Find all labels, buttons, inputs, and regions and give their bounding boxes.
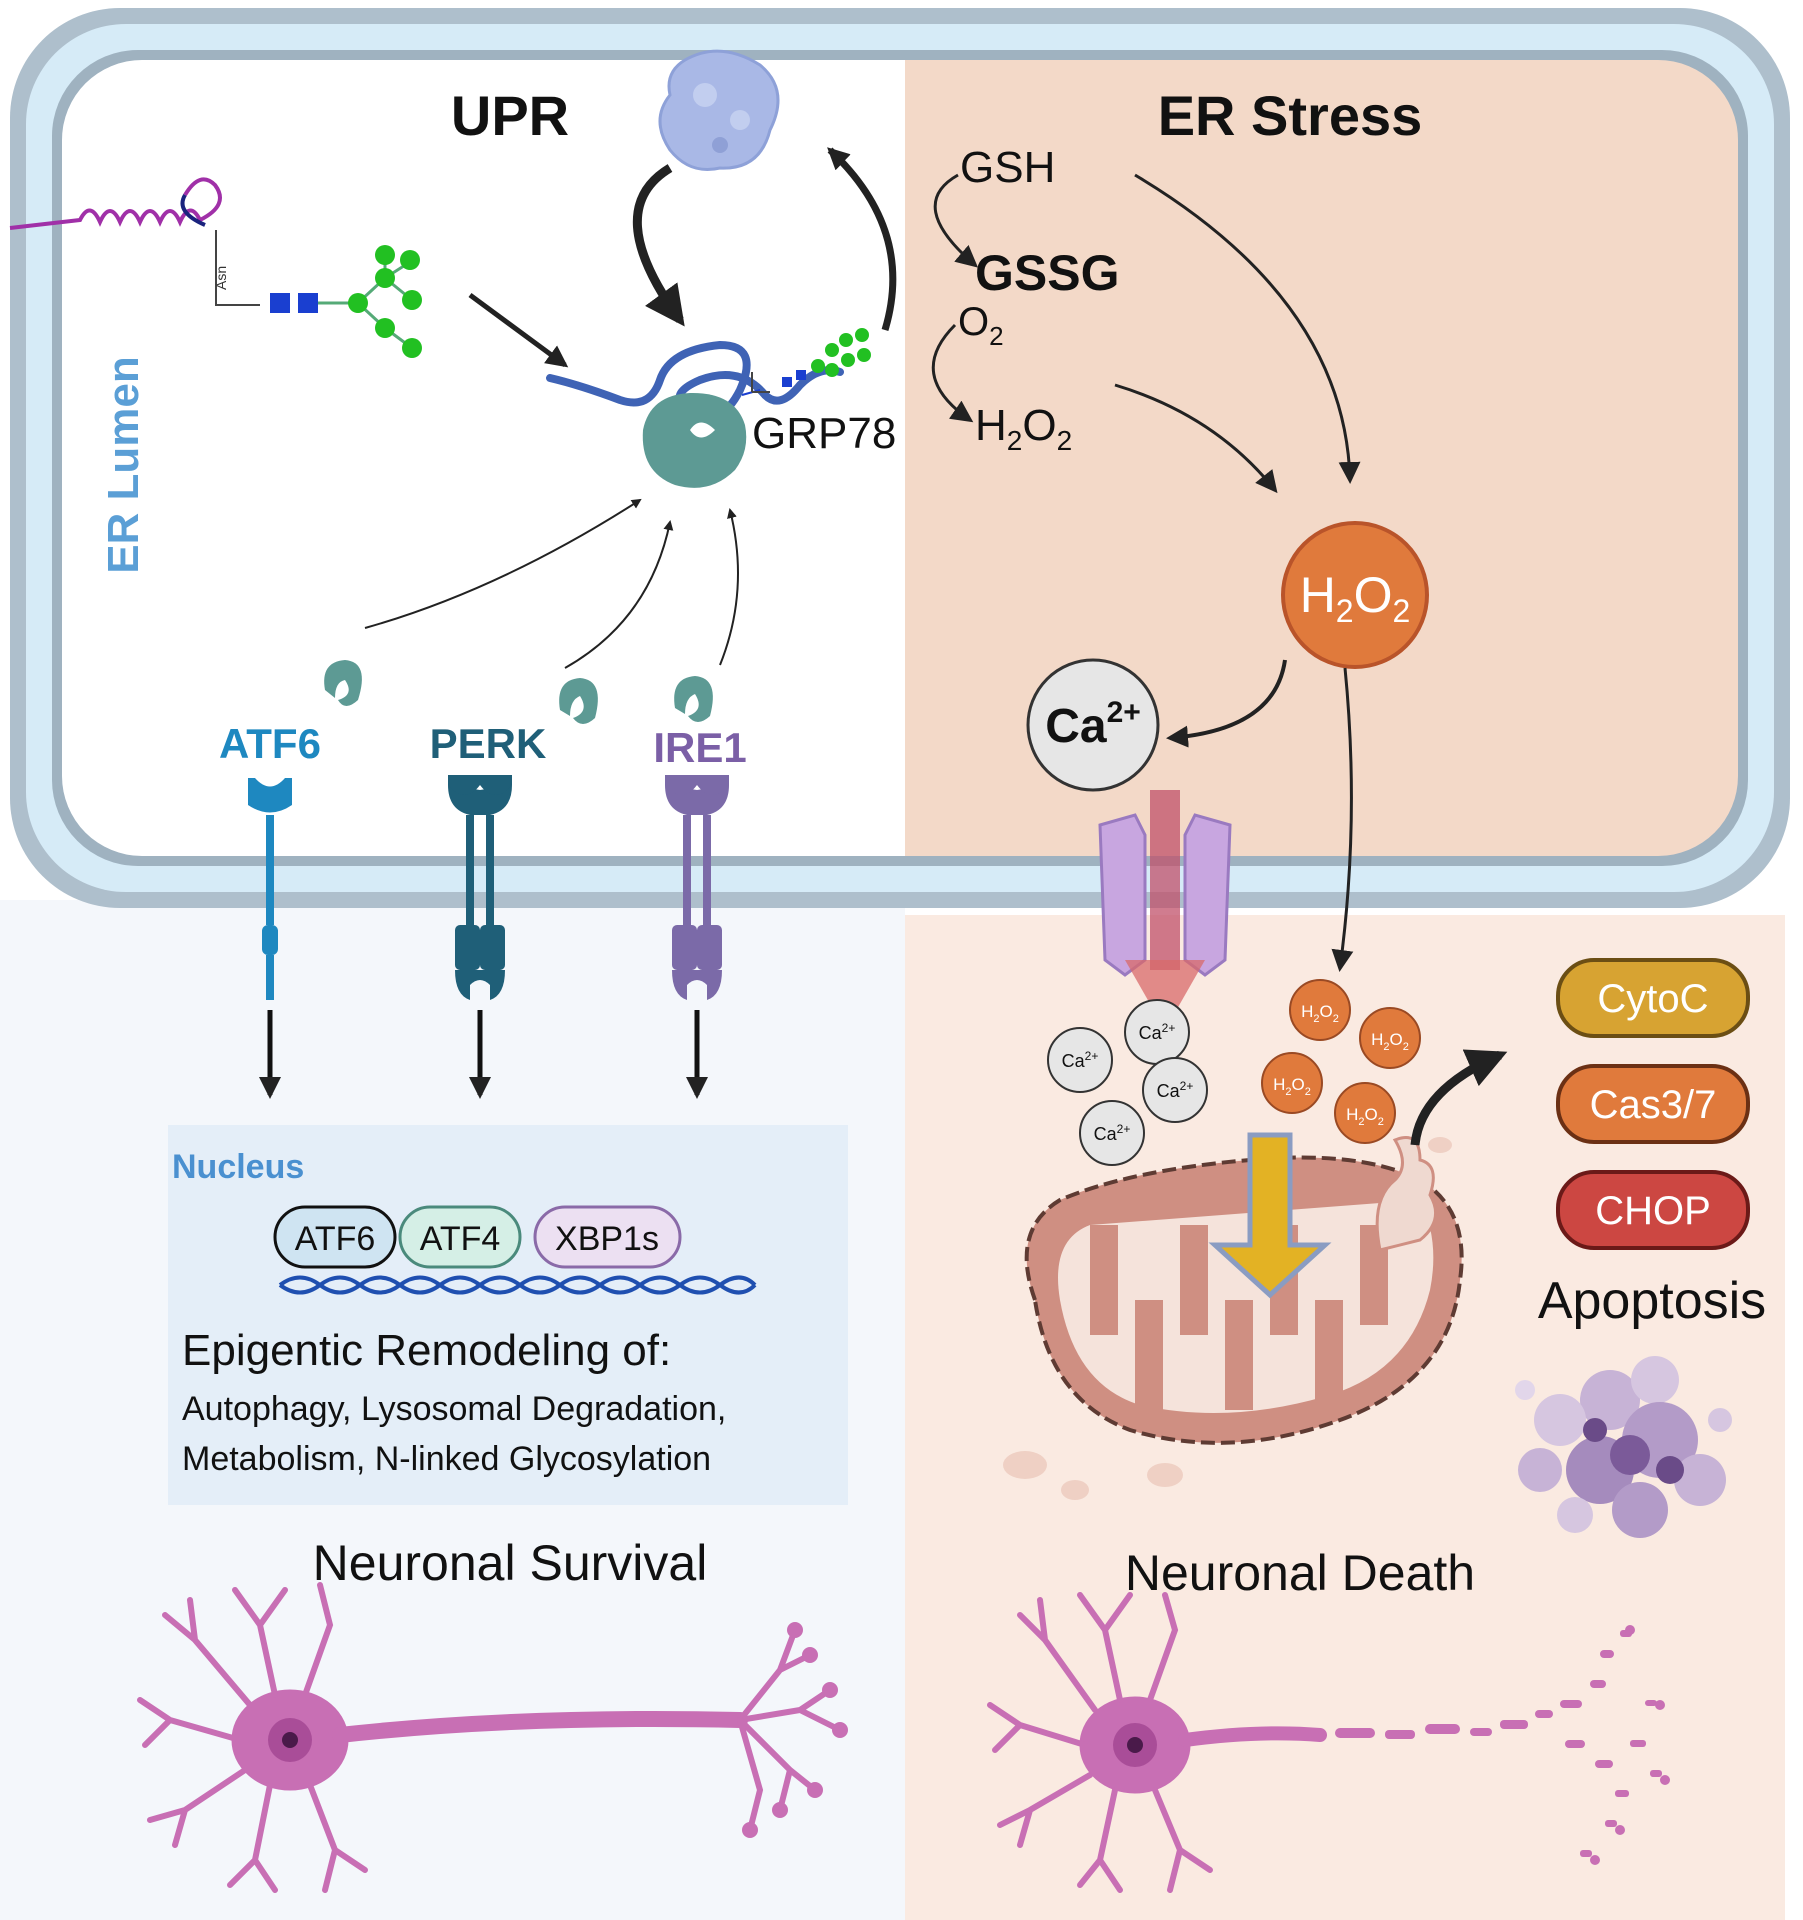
nucleus-title: Nucleus — [172, 1148, 304, 1186]
unfolded-protein-grp78 — [546, 328, 871, 488]
factor-atf4-label: ATF4 — [420, 1220, 501, 1258]
arrow-atf6-release — [364, 498, 642, 629]
er-lumen-label: ER Lumen — [99, 356, 148, 574]
svg-text:H2O2: H2O2 — [1371, 1030, 1409, 1053]
chop-label: CHOP — [1595, 1189, 1711, 1233]
h2o2-node-label: H2O2 — [1300, 567, 1411, 629]
arrow-gsh-to-h2o2 — [1134, 173, 1361, 484]
nuclear-factors: ATF6 ATF4 XBP1s — [273, 1205, 682, 1269]
grp78-atf6 — [324, 660, 362, 706]
epigenetic-line1: Autophagy, Lysosomal Degradation, — [182, 1390, 726, 1428]
svg-text:Ca2+: Ca2+ — [1062, 1049, 1099, 1071]
neuronal-survival-label: Neuronal Survival — [313, 1535, 708, 1591]
nucleus-box — [168, 1125, 848, 1505]
grp78-label: GRP78 — [752, 409, 896, 458]
damaged-mitochondrion — [1003, 1136, 1464, 1500]
dna-helix — [278, 1275, 757, 1295]
svg-text:H2O2: H2O2 — [1346, 1105, 1384, 1128]
neuronal-death-label: Neuronal Death — [1125, 1545, 1475, 1601]
h2o2-node — [1281, 521, 1429, 669]
arrow-h2o2-to-pool — [1114, 383, 1278, 494]
arrow-gsh-to-gssg — [933, 173, 979, 268]
chop-box — [1556, 1170, 1750, 1250]
perk-receptor — [448, 775, 512, 1000]
arrow-glycan-to-grp78 — [468, 292, 569, 368]
cytoc-box — [1556, 958, 1750, 1038]
cytoc-label: CytoC — [1597, 977, 1708, 1021]
apoptotic-cell — [1515, 1356, 1732, 1538]
atf6-receptor — [248, 778, 292, 1000]
svg-text:H2O2: H2O2 — [1273, 1075, 1311, 1098]
factor-xbp1s — [533, 1205, 682, 1269]
calcium-channel — [1098, 790, 1232, 1030]
atf6-sensor-label: ATF6 — [219, 720, 321, 767]
h2o2-product-label: H2O2 — [975, 401, 1072, 456]
factor-atf6-label: ATF6 — [295, 1220, 376, 1258]
cas37-box — [1556, 1064, 1750, 1144]
arrow-h2o2-to-cytosol — [1331, 667, 1354, 972]
epigenetic-line2: Metabolism, N-linked Glycosylation — [182, 1440, 711, 1478]
upr-title: UPR — [451, 84, 569, 147]
upr-lumen — [62, 60, 905, 856]
factor-atf6 — [273, 1205, 397, 1269]
arrow-ire1-release — [719, 508, 739, 666]
degenerating-neuron — [987, 1592, 1670, 1893]
epigenetic-heading: Epigentic Remodeling of: — [182, 1326, 671, 1375]
gssg-label: GSSG — [975, 245, 1119, 301]
factor-xbp1s-label: XBP1s — [555, 1220, 659, 1258]
arrow-o2-to-h2o2 — [931, 323, 974, 423]
o2-label: O2 — [958, 300, 1004, 351]
ire1-receptor — [665, 775, 729, 1000]
arrow-perk-release — [564, 520, 674, 669]
calcium-ions: Ca2+ Ca2+ Ca2+ Ca2+ — [1047, 999, 1208, 1166]
er-stress-title: ER Stress — [1158, 84, 1423, 147]
apoptosis-label: Apoptosis — [1538, 1272, 1766, 1330]
grp78-ire1 — [674, 676, 713, 722]
factor-atf4 — [398, 1205, 522, 1269]
gsh-label: GSH — [960, 143, 1055, 192]
healthy-neuron — [137, 1582, 848, 1893]
ca-node-label: Ca2+ — [1045, 696, 1141, 753]
grp78-perk — [559, 678, 598, 724]
h2o2-molecules: H2O2 H2O2 H2O2 H2O2 — [1261, 979, 1421, 1144]
cas37-label: Cas3/7 — [1590, 1083, 1717, 1127]
ca-node — [1026, 658, 1160, 792]
ire1-sensor-label: IRE1 — [653, 724, 746, 771]
perk-sensor-label: PERK — [430, 720, 547, 767]
glycoprotein-chain: Asn — [9, 177, 422, 358]
svg-text:H2O2: H2O2 — [1301, 1002, 1339, 1025]
svg-text:Ca2+: Ca2+ — [1139, 1021, 1176, 1043]
svg-text:Ca2+: Ca2+ — [1157, 1079, 1194, 1101]
arrow-oxidative-damage — [1208, 1132, 1332, 1299]
arrow-folded-to-unfolded — [633, 164, 685, 327]
svg-text:Ca2+: Ca2+ — [1094, 1122, 1131, 1144]
arrow-h2o2-to-ca — [1166, 659, 1287, 748]
folded-protein — [658, 49, 780, 171]
asn-label: Asn — [213, 266, 229, 290]
arrow-unfolded-to-folded — [827, 147, 897, 332]
arrow-to-apoptosis — [1410, 1049, 1508, 1146]
